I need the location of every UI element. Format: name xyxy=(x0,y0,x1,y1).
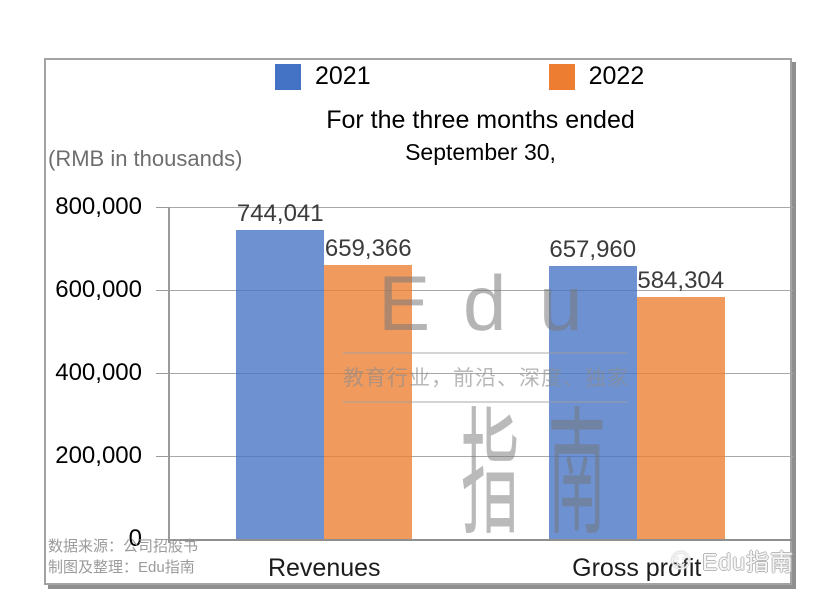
legend-label-2021: 2021 xyxy=(315,62,371,90)
y-tick-label: 0 xyxy=(128,525,142,552)
smiley-face-icon: ☺ xyxy=(665,543,697,576)
chart-title-line1: For the three months ended xyxy=(326,106,635,134)
brand-stamp-label: Edu指南 xyxy=(702,549,794,575)
chart-legend: 2021 2022 xyxy=(275,62,644,91)
gridline xyxy=(168,456,793,457)
credit-note: 制图及整理：Edu指南 xyxy=(48,559,195,577)
y-tick-label: 400,000 xyxy=(55,359,142,386)
bar-value-label: 584,304 xyxy=(637,266,725,294)
y-axis-tick xyxy=(156,207,168,208)
legend-item-2021: 2021 xyxy=(275,62,371,91)
x-category-label: Gross profit xyxy=(572,554,702,582)
y-axis-line xyxy=(168,207,170,543)
bar-value-label: 657,960 xyxy=(549,235,637,263)
data-source-note: 数据来源：公司招股书 xyxy=(48,537,199,555)
y-tick-label: 200,000 xyxy=(55,442,142,469)
bar-value-label: 659,366 xyxy=(324,235,412,263)
legend-swatch-2022-icon xyxy=(548,63,575,90)
bar-2021-revenues xyxy=(236,230,325,539)
y-axis-tick xyxy=(156,539,168,540)
chart-title: For the three months ended September 30, xyxy=(168,106,793,166)
bar-2022-gross-profit xyxy=(636,296,725,539)
legend-item-2022: 2022 xyxy=(548,62,645,91)
gridline xyxy=(168,207,793,208)
gridline xyxy=(168,373,793,374)
y-tick-label: 600,000 xyxy=(55,276,142,303)
y-axis-tick xyxy=(156,373,168,374)
y-axis-tick xyxy=(156,456,168,457)
x-axis-line xyxy=(168,539,793,541)
bar-2022-revenues xyxy=(324,265,413,539)
bar-2021-gross-profit xyxy=(548,265,637,539)
footer-notes: 数据来源：公司招股书 制图及整理：Edu指南 xyxy=(48,536,198,580)
brand-stamp: ☺ Edu指南 xyxy=(665,543,794,577)
chart-title-line2: September 30, xyxy=(405,139,556,165)
y-axis-tick xyxy=(156,290,168,291)
legend-label-2022: 2022 xyxy=(588,62,645,90)
y-axis-unit-label: (RMB in thousands) xyxy=(48,146,243,171)
legend-swatch-2021-icon xyxy=(275,63,301,90)
x-category-label: Revenues xyxy=(267,554,381,582)
y-tick-label: 800,000 xyxy=(55,193,142,220)
chart-card: 2021 2022 For the three months ended Sep… xyxy=(44,58,794,585)
bar-value-label: 744,041 xyxy=(236,200,324,228)
gridline xyxy=(168,290,793,291)
